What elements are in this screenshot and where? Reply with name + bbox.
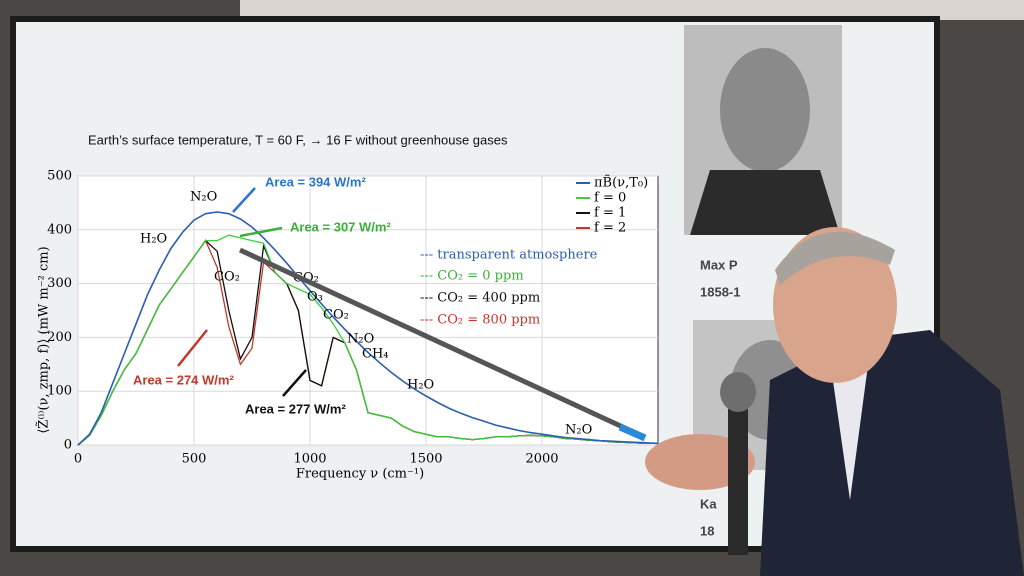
presenter-hair <box>775 231 895 285</box>
series-line <box>77 211 659 446</box>
y-tick-label: 500 <box>47 169 72 184</box>
x-axis-label: Frequency ν (cm⁻¹) <box>296 467 424 482</box>
annotation: H₂O <box>140 232 167 247</box>
x-tick-label: 500 <box>182 452 207 467</box>
legend2-entry: --- CO₂ = 0 ppm <box>420 269 524 284</box>
portrait-coat <box>690 170 840 235</box>
y-tick-label: 100 <box>47 384 72 399</box>
plot: 0 100 200 300 400 500 0 500 1000 1500 2000 πB̃(ν,T₀… <box>47 169 659 467</box>
annotation: N₂O <box>190 190 217 205</box>
microphone-head <box>720 372 756 412</box>
annotation: CH₄ <box>362 347 389 362</box>
caption: Max P <box>700 257 738 272</box>
legend2-entry: --- CO₂ = 800 ppm <box>420 313 540 328</box>
pointer <box>238 247 642 438</box>
arrows <box>177 187 307 397</box>
legend-label: πB̃(ν,T₀) <box>594 174 648 190</box>
annotation: Area = 274 W/m² <box>133 372 234 387</box>
x-tick-label: 2000 <box>525 452 558 467</box>
presenter-shirt <box>830 350 870 500</box>
annotation: CO₂ <box>214 270 240 285</box>
wall <box>240 0 1024 20</box>
x-tick-label: 0 <box>74 452 82 467</box>
x-tick-label: 1000 <box>293 452 326 467</box>
y-tick-label: 400 <box>47 222 72 237</box>
annotation: CO₂ <box>323 308 349 323</box>
x-tick-label: 1500 <box>409 452 442 467</box>
y-tick-label: 0 <box>64 438 72 453</box>
slide-title: Earth’s surface temperature, T = 60 F, →… <box>88 132 508 147</box>
annotation: Area = 394 W/m² <box>265 174 366 189</box>
annotation: H₂O <box>407 378 434 393</box>
y-tick-label: 300 <box>47 276 72 291</box>
caption: 1858-1 <box>700 284 740 299</box>
annotation: N₂O <box>347 332 374 347</box>
annotation: O₃ <box>307 290 323 305</box>
y-tick-label: 200 <box>47 330 72 345</box>
pointer-tip <box>618 423 647 442</box>
presenter-hand <box>645 434 755 490</box>
caption: 18 <box>700 523 714 538</box>
annotation: N₂O <box>565 423 592 438</box>
microphone <box>728 385 748 555</box>
series-line <box>77 234 658 446</box>
y-axis-label: ⟨Z̃⁽ⁱ⁾(ν, zmp, f)⟩ (mW m⁻² cm) <box>35 246 51 433</box>
annotation: Area = 307 W/m² <box>290 219 391 234</box>
portrait-face <box>720 48 810 172</box>
legend2-entry: --- transparent atmosphere <box>420 248 598 263</box>
legend-label: f = 0 <box>594 191 626 206</box>
annotation: Area = 277 W/m² <box>245 401 346 416</box>
legend-label: f = 1 <box>594 206 626 221</box>
caption: Ka <box>700 496 717 511</box>
legend-label: f = 2 <box>594 221 626 236</box>
legend2-entry: --- CO₂ = 400 ppm <box>420 291 540 306</box>
presenter-suit <box>760 330 1024 576</box>
